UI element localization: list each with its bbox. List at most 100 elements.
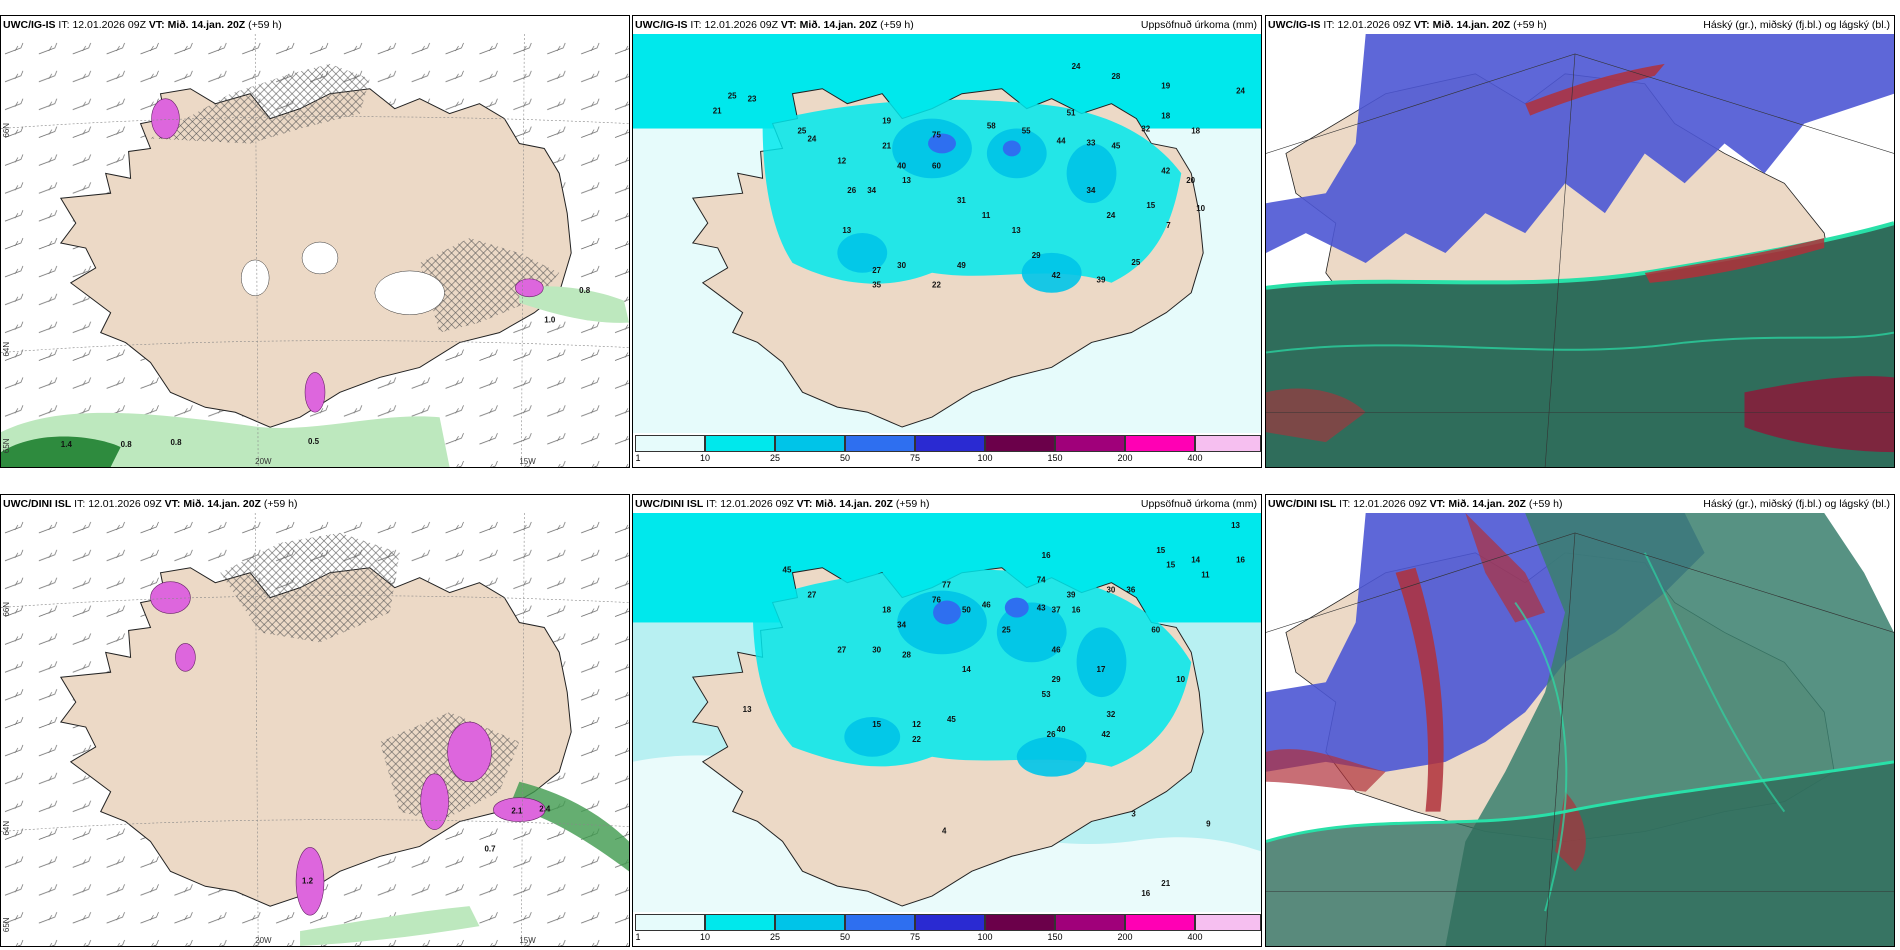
precip-value: 21: [882, 141, 891, 150]
precip-value: 22: [912, 735, 921, 744]
colorbar-tick: 75: [909, 453, 921, 463]
precip-value: 42: [1052, 271, 1061, 280]
panel-dini-precip: UWC/DINI ISL IT: 12.01.2026 09Z VT: Mið.…: [632, 494, 1262, 947]
precip-value: 39: [1067, 591, 1076, 600]
init-time: 12.01.2026 09Z: [1337, 19, 1411, 31]
it-label: IT:: [706, 498, 718, 510]
precip-value: 31: [957, 196, 966, 205]
precip-value: 76: [932, 596, 941, 605]
precip-value: 45: [783, 566, 792, 575]
colorbar-tick: 50: [839, 932, 851, 942]
precip-value: 24: [1072, 62, 1081, 71]
precip-value: 13: [902, 176, 911, 185]
precip-value: 35: [872, 281, 881, 290]
colorbar-swatch: [1195, 914, 1261, 931]
precip-value: 14: [1191, 556, 1200, 565]
precip-value: 25: [1131, 258, 1140, 267]
precip-value: 34: [897, 620, 906, 629]
precip-value: 15: [1146, 201, 1155, 210]
precip-value: 16: [1042, 551, 1051, 560]
snow-blob: [493, 797, 546, 822]
precip-value: 74: [1037, 576, 1046, 585]
snow-value: 1.0: [544, 316, 556, 325]
snow-value: 0.7: [484, 844, 496, 853]
precip-value: 46: [1052, 645, 1061, 654]
precip-value: 14: [962, 665, 971, 674]
colorbar-tick: 25: [769, 932, 781, 942]
model-label: UWC/IG-IS: [1268, 19, 1321, 31]
precip-value: 60: [1151, 625, 1160, 634]
panel-dini-clouds: UWC/DINI ISL IT: 12.01.2026 09Z VT: Mið.…: [1265, 494, 1895, 947]
init-time: 12.01.2026 09Z: [720, 498, 794, 510]
precip-value: 25: [1002, 625, 1011, 634]
map-title: Háský (gr.), miðský (fj.bl.) og lágský (…: [1703, 19, 1890, 31]
precip-value: 9: [1206, 819, 1211, 828]
colorbar-tick: 10: [699, 932, 711, 942]
precip-value: 45: [947, 715, 956, 724]
colorbar-tick: 75: [909, 932, 921, 942]
snow-value: 0.5: [308, 437, 320, 446]
cloud-low: [1266, 223, 1894, 467]
colorbar-swatch: [1195, 435, 1261, 452]
snow-blob: [150, 581, 191, 614]
lon-label: 20W: [255, 936, 272, 945]
vt-label: VT:: [164, 498, 181, 510]
snow-blob: [295, 847, 325, 916]
precip-value: 60: [932, 161, 941, 170]
vt-label: VT:: [1429, 498, 1446, 510]
colorbar-swatch: [1125, 914, 1195, 931]
precip-value: 28: [902, 650, 911, 659]
panel-header: UWC/IG-IS IT: 12.01.2026 09Z VT: Mið. 14…: [1266, 16, 1894, 34]
precip-value: 13: [1012, 226, 1021, 235]
colorbar-tick: 10: [699, 453, 711, 463]
panel-header: UWC/DINI ISL IT: 12.01.2026 09Z VT: Mið.…: [633, 495, 1261, 513]
model-label: UWC/DINI ISL: [1268, 498, 1337, 510]
snow-value: 0.8: [121, 440, 133, 449]
lat-label: 65N: [2, 438, 11, 453]
panel-header: UWC/IG-IS IT: 12.01.2026 09Z VT: Mið. 14…: [633, 16, 1261, 34]
precip-value: 17: [1097, 665, 1106, 674]
init-time: 12.01.2026 09Z: [704, 19, 778, 31]
lat-label: 64N: [2, 821, 11, 836]
snow-wind-map: 66N 64N 65N 20W 15W 0.7 2.1 2.4 1.2: [1, 513, 629, 946]
snow-hatch-north: [220, 532, 400, 643]
precip-value: 18: [1161, 112, 1170, 121]
precip-value: 34: [1087, 186, 1096, 195]
lon-label: 15W: [519, 936, 536, 945]
colorbar-tick: 25: [769, 453, 781, 463]
vt-label: VT:: [1413, 19, 1430, 31]
lead-time: (+59 h): [263, 498, 298, 510]
init-time: 12.01.2026 09Z: [72, 19, 146, 31]
snow-hatch-north: [150, 63, 370, 144]
precip-value: 3: [1131, 809, 1136, 818]
snow-blob: [420, 773, 449, 830]
precip-value: 37: [1052, 606, 1061, 615]
lat-label: 64N: [2, 342, 11, 357]
precip-value: 16: [1141, 889, 1150, 898]
snow-blob: [515, 278, 544, 298]
precip-value: 27: [807, 591, 816, 600]
colorbar: 1 10 25 50 75 100 150 200 400: [633, 912, 1261, 946]
snow-blob: [304, 372, 326, 413]
precip-value: 55: [1022, 127, 1031, 136]
precip-value: 77: [942, 581, 951, 590]
cloud-map: [1266, 34, 1894, 467]
colorbar-swatch: [845, 435, 915, 452]
snow-value: 0.8: [579, 286, 591, 295]
snow-value: 2.1: [511, 807, 523, 816]
precip-value: 53: [1042, 690, 1051, 699]
colorbar-tick: 100: [977, 453, 993, 463]
it-label: IT:: [1339, 498, 1351, 510]
precip-value: 40: [897, 161, 906, 170]
precip-value: 75: [932, 130, 941, 139]
panel-ig-precip: UWC/IG-IS IT: 12.01.2026 09Z VT: Mið. 14…: [632, 15, 1262, 468]
colorbar-swatch: [1055, 914, 1125, 931]
precip-value: 21: [713, 107, 722, 116]
precip-value: 24: [1106, 211, 1115, 220]
colorbar-swatch: [915, 914, 985, 931]
colorbar: 1 10 25 50 75 100 150 200 400: [633, 433, 1261, 467]
precip-value: 43: [1037, 604, 1046, 613]
precip-value: 24: [807, 134, 816, 143]
snow-blob: [175, 643, 196, 672]
colorbar-tick: 200: [1117, 932, 1133, 942]
